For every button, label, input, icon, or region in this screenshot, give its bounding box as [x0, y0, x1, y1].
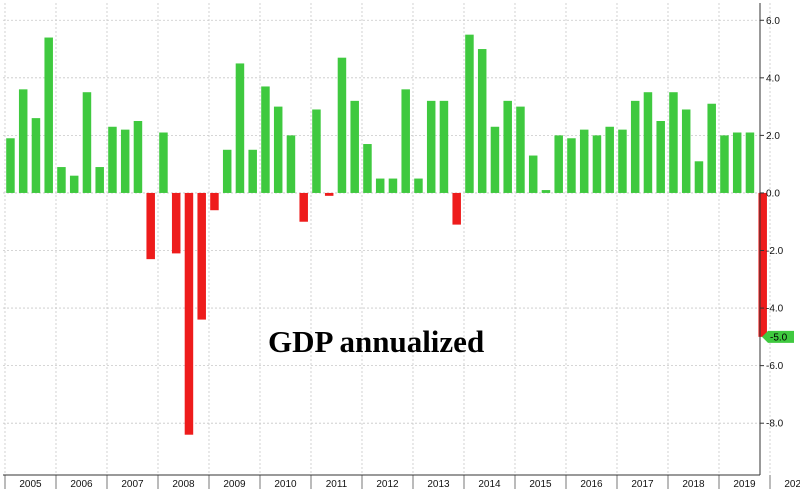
bar [197, 192, 206, 320]
bar [171, 192, 181, 254]
bar [159, 132, 168, 193]
bar [694, 161, 704, 193]
grid-lines [3, 3, 771, 475]
bar [605, 126, 614, 193]
year-label: 2005 [19, 479, 42, 490]
bar [656, 121, 665, 193]
bar [452, 192, 461, 225]
bar [324, 192, 334, 196]
bar [261, 86, 270, 193]
bar [286, 135, 296, 193]
bar [503, 100, 512, 193]
year-label: 2012 [376, 479, 399, 490]
bar [426, 100, 436, 193]
bars [6, 34, 767, 435]
year-label: 2008 [172, 479, 195, 490]
bar [643, 92, 653, 193]
bar [57, 167, 66, 193]
y-tick-label: -2.0 [766, 246, 784, 257]
bar [350, 100, 359, 193]
bar [554, 135, 563, 193]
bar [669, 92, 678, 193]
bar [248, 149, 257, 193]
bar [210, 192, 219, 211]
bar [732, 132, 742, 193]
bar [439, 100, 449, 193]
plot-background [0, 0, 760, 490]
bar [579, 129, 589, 193]
bar [592, 135, 602, 193]
bar [490, 126, 500, 193]
bar [6, 138, 15, 193]
bar [388, 178, 398, 193]
bar [312, 109, 321, 193]
year-label: 2019 [733, 479, 756, 490]
bar [184, 192, 194, 435]
y-tick-label: -8.0 [766, 419, 784, 430]
bar [528, 155, 538, 193]
bar [618, 129, 627, 193]
chart-title: GDP annualized [268, 324, 484, 359]
bar [414, 178, 423, 193]
y-tick-label: 6.0 [766, 16, 780, 27]
bar [541, 190, 551, 193]
year-label: 2018 [682, 479, 705, 490]
bar [108, 126, 117, 193]
bar [363, 144, 372, 193]
y-tick-label: 4.0 [766, 73, 780, 84]
bar [235, 63, 245, 193]
y-tick-label: -6.0 [766, 361, 784, 372]
bar [630, 100, 640, 193]
bar [681, 109, 691, 193]
year-label: 2006 [70, 479, 93, 490]
last-value-box [762, 330, 794, 343]
bar [299, 192, 308, 222]
bar [745, 132, 755, 193]
y-tick-label: -4.0 [766, 304, 784, 315]
last-value-marker: -5.0 [762, 330, 794, 343]
bar [707, 103, 716, 193]
year-label: 2014 [478, 479, 501, 490]
bar [95, 167, 104, 193]
bar [133, 121, 143, 193]
bar [44, 37, 53, 193]
year-label: 2020 [784, 479, 800, 490]
bar [516, 106, 525, 193]
bar [567, 138, 576, 193]
year-label: 2016 [580, 479, 603, 490]
year-label: 2011 [326, 479, 348, 490]
y-tick-label: 0.0 [766, 188, 780, 199]
bar [720, 135, 729, 193]
bar [758, 192, 767, 337]
bar [273, 106, 283, 193]
year-label: 2009 [223, 479, 246, 490]
y-axis-ticks: 6.0 4.0 2.0 0.0 -2.0 -4.0 -6.0 -8.0 [760, 16, 784, 430]
year-label: 2013 [427, 479, 450, 490]
year-label: 2010 [274, 479, 297, 490]
bar [31, 118, 41, 193]
year-label: 2007 [121, 479, 144, 490]
bar [465, 34, 474, 193]
x-axis-year-labels: 2005 2006 2007 2008 2009 2010 2011 2012 2013 2014… [19, 479, 800, 490]
bar [477, 49, 487, 193]
bar [401, 89, 410, 193]
year-label: 2015 [529, 479, 552, 490]
bar [120, 129, 130, 193]
year-label: 2017 [631, 479, 654, 490]
bar [222, 149, 232, 193]
bar [146, 192, 155, 260]
bar [18, 89, 28, 193]
bar [375, 178, 385, 193]
axes [3, 3, 771, 489]
bar [69, 175, 79, 193]
bar [337, 57, 347, 193]
last-value-label: -5.0 [770, 332, 788, 343]
bar [82, 92, 92, 193]
y-tick-label: 2.0 [766, 131, 780, 142]
